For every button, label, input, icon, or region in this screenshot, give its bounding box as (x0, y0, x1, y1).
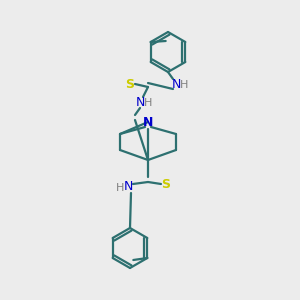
Text: N: N (135, 95, 145, 109)
Text: H: H (116, 183, 124, 193)
Text: N: N (123, 181, 133, 194)
Text: H: H (144, 98, 152, 108)
Text: N: N (143, 116, 153, 128)
Text: S: S (125, 77, 134, 91)
Text: H: H (180, 80, 188, 90)
Text: N: N (171, 77, 181, 91)
Text: S: S (161, 178, 170, 191)
